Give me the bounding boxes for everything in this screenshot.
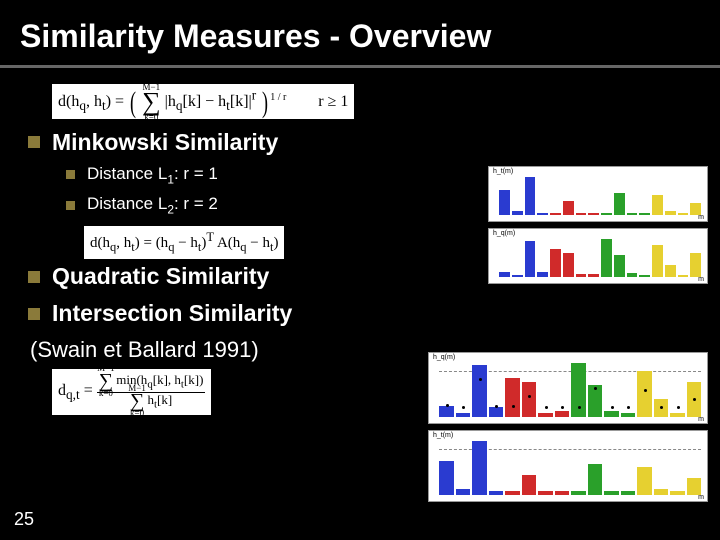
histogram-bar bbox=[637, 371, 652, 417]
slide-title: Similarity Measures - Overview bbox=[0, 0, 720, 68]
marker-dot bbox=[479, 378, 482, 381]
axis-label: m bbox=[698, 276, 704, 283]
bullet-minkowski: Minkowski Similarity bbox=[28, 129, 700, 156]
histogram-bar bbox=[489, 407, 504, 417]
histogram-bar bbox=[537, 272, 548, 277]
formula-quadratic: d(hq, ht) = (hq − ht)T A(hq − ht) bbox=[84, 226, 284, 259]
histogram-bar bbox=[563, 201, 574, 215]
histogram-bar bbox=[525, 241, 536, 277]
histogram-bar bbox=[639, 275, 650, 277]
histogram-hq-small: h_q(m) m bbox=[488, 228, 708, 284]
bullet-icon bbox=[28, 308, 40, 320]
bullet-icon bbox=[66, 201, 75, 210]
marker-dot bbox=[578, 406, 581, 409]
histogram-bar bbox=[639, 213, 650, 215]
histogram-bar bbox=[627, 273, 638, 277]
histogram-bar bbox=[550, 249, 561, 277]
histogram-bar bbox=[505, 378, 520, 417]
histogram-bar bbox=[654, 489, 669, 495]
histogram-bar bbox=[670, 413, 685, 417]
bullet-icon bbox=[28, 271, 40, 283]
histogram-bar bbox=[563, 253, 574, 277]
histogram-bar bbox=[621, 413, 636, 417]
histogram-bar bbox=[456, 489, 471, 495]
histogram-bar bbox=[555, 491, 570, 495]
histogram-bar bbox=[439, 461, 454, 495]
histogram-bar bbox=[588, 213, 599, 215]
histogram-bar bbox=[439, 406, 454, 417]
histogram-bar bbox=[621, 491, 636, 495]
histogram-bar bbox=[588, 274, 599, 277]
histogram-bar bbox=[472, 441, 487, 495]
histogram-bar bbox=[665, 211, 676, 215]
histogram-ht-large: h_t(m) m bbox=[428, 430, 708, 502]
bullet-intersection: Intersection Similarity bbox=[28, 300, 700, 327]
histogram-bar bbox=[678, 213, 689, 215]
page-number: 25 bbox=[14, 509, 34, 530]
histogram-bar bbox=[555, 411, 570, 417]
marker-dot bbox=[611, 406, 614, 409]
bullet-text: Intersection Similarity bbox=[52, 300, 292, 327]
histogram-bar bbox=[614, 255, 625, 277]
histogram-bar bbox=[652, 195, 663, 215]
histogram-ht-small: h_t(m) m bbox=[488, 166, 708, 222]
histogram-bar bbox=[522, 382, 537, 417]
histogram-bar bbox=[670, 491, 685, 495]
histogram-bar bbox=[687, 478, 702, 495]
histogram-bar bbox=[601, 213, 612, 215]
histogram-bar bbox=[472, 365, 487, 417]
bullet-icon bbox=[28, 136, 40, 148]
histogram-bar bbox=[576, 274, 587, 277]
bullet-text: Distance L1: r = 1 bbox=[87, 164, 218, 186]
histogram-bar bbox=[604, 491, 619, 495]
marker-dot bbox=[545, 406, 548, 409]
histogram-bar bbox=[456, 413, 471, 417]
marker-dot bbox=[512, 405, 515, 408]
histogram-bar bbox=[499, 272, 510, 277]
bullet-icon bbox=[66, 170, 75, 179]
histogram-bar bbox=[550, 213, 561, 215]
histogram-bar bbox=[614, 193, 625, 215]
histogram-bar bbox=[489, 491, 504, 495]
axis-label: m bbox=[698, 416, 704, 423]
histogram-bar bbox=[588, 464, 603, 495]
bullet-text: Quadratic Similarity bbox=[52, 263, 269, 290]
histogram-bar bbox=[652, 245, 663, 277]
histogram-bar bbox=[512, 275, 523, 277]
histogram-bar bbox=[627, 213, 638, 215]
histogram-bar bbox=[525, 177, 536, 215]
bullet-text: Minkowski Similarity bbox=[52, 129, 278, 156]
histogram-bar bbox=[505, 491, 520, 495]
histogram-bar bbox=[678, 275, 689, 277]
histogram-bar bbox=[690, 253, 701, 277]
histogram-bar bbox=[499, 190, 510, 215]
bullet-text: Distance L2: r = 2 bbox=[87, 194, 218, 216]
histogram-bar bbox=[538, 491, 553, 495]
histogram-bar bbox=[571, 491, 586, 495]
histogram-bar bbox=[537, 213, 548, 215]
histogram-bar bbox=[690, 203, 701, 215]
axis-label: m bbox=[698, 494, 704, 501]
histogram-bar bbox=[665, 265, 676, 277]
marker-dot bbox=[446, 404, 449, 407]
formula-minkowski: d(hq, ht) = ( ∑M−1k=0 |hq[k] − ht[k]|r )… bbox=[52, 84, 354, 119]
histogram-bar bbox=[601, 239, 612, 277]
histogram-bar bbox=[604, 411, 619, 417]
histogram-bar bbox=[512, 211, 523, 215]
histogram-bar bbox=[538, 413, 553, 417]
histogram-bar bbox=[637, 467, 652, 495]
marker-dot bbox=[677, 406, 680, 409]
formula-intersection: dq,t = ∑M−1k=0 min(hq[k], ht[k]) ∑M−1k=0… bbox=[52, 369, 211, 415]
histogram-bar bbox=[522, 475, 537, 495]
axis-label: m bbox=[698, 214, 704, 221]
histogram-bar bbox=[576, 213, 587, 215]
histogram-hq-large: h_q(m) m bbox=[428, 352, 708, 424]
